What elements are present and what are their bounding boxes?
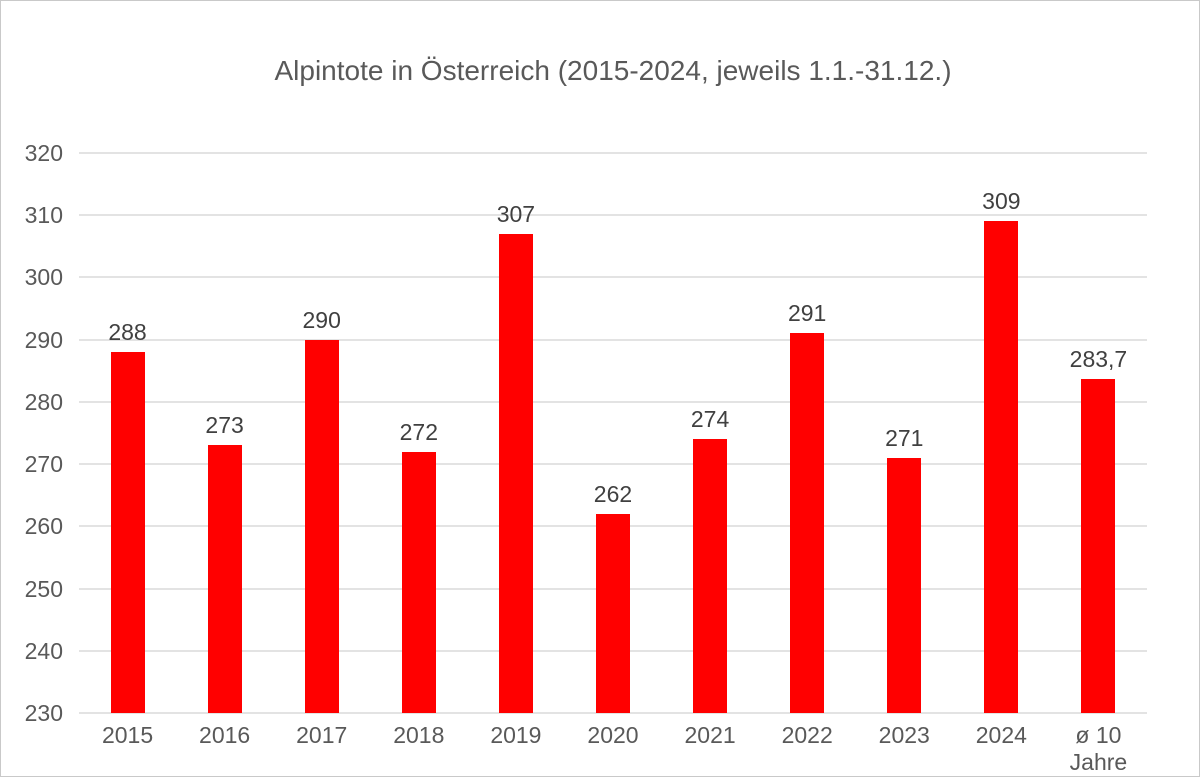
- gridline: [79, 276, 1147, 279]
- x-tick-label: 2022: [781, 722, 833, 748]
- gridline: [79, 152, 1147, 154]
- gridline: [79, 214, 1147, 217]
- bar-slot: 291: [759, 153, 856, 713]
- gridline: [79, 400, 1147, 403]
- bar-value-label: 290: [302, 306, 341, 333]
- y-tick-label: 320: [24, 140, 63, 166]
- bar-slot: 272: [370, 153, 467, 713]
- bar: [498, 233, 533, 713]
- bar-slot: 262: [564, 153, 661, 713]
- bar-slot: 307: [467, 153, 564, 713]
- gridline: [79, 338, 1147, 341]
- bar-value-label: 272: [399, 418, 438, 445]
- bar-slot: 288: [79, 153, 176, 713]
- y-tick-label: 290: [24, 326, 63, 353]
- bar-slot: 273: [176, 153, 273, 713]
- x-tick-label: 2017: [296, 722, 348, 748]
- y-tick-label: 300: [24, 264, 63, 291]
- y-tick-label: 310: [24, 202, 63, 229]
- plot-area: 288 273 290 272 307 262 274 291 271 309 283,7: [79, 152, 1147, 714]
- bar: [693, 439, 728, 713]
- x-tick-label: 2015: [101, 722, 154, 748]
- bar-slot: 309: [953, 153, 1050, 713]
- gridline: [79, 463, 1147, 466]
- y-tick-label: 250: [24, 575, 63, 602]
- bar: [401, 451, 436, 713]
- x-tick-label: 2016: [199, 722, 251, 748]
- bar: [304, 339, 339, 713]
- x-tick-label: 2018: [393, 722, 445, 748]
- bar-value-label: 283,7: [1069, 345, 1128, 372]
- chart-title: Alpintote in Österreich (2015-2024, jewe…: [274, 55, 952, 86]
- bar-value-label: 271: [885, 424, 924, 451]
- y-tick-label: 230: [24, 700, 63, 726]
- bar: [887, 457, 922, 713]
- x-tick-label: ø 10 Jahre: [1069, 722, 1128, 775]
- bar-value-label: 291: [787, 300, 827, 327]
- x-tick-label: 2019: [490, 722, 542, 748]
- bar-value-label: 307: [496, 200, 536, 227]
- bar-slot: 290: [273, 153, 370, 713]
- x-tick-label: 2023: [878, 722, 930, 748]
- y-tick-label: 270: [24, 451, 63, 478]
- bar: [110, 352, 145, 713]
- bar-slot: 283,7: [1050, 153, 1147, 713]
- bar-slot: 274: [662, 153, 759, 713]
- y-tick-label: 240: [24, 637, 63, 664]
- bar-value-label: 309: [982, 188, 1021, 215]
- bar-slot: 271: [856, 153, 953, 713]
- x-tick-label: 2020: [587, 722, 639, 748]
- bar: [207, 445, 242, 713]
- y-tick-label: 280: [24, 388, 63, 415]
- y-tick-label: 260: [24, 513, 63, 540]
- bar: [790, 333, 825, 713]
- bar-value-label: 273: [205, 412, 244, 439]
- bar: [595, 513, 630, 713]
- bar-value-label: 262: [593, 480, 633, 507]
- bar: [1081, 378, 1116, 713]
- bar: [984, 221, 1019, 713]
- x-tick-label: 2024: [975, 722, 1027, 748]
- bar-value-label: 288: [108, 319, 147, 346]
- bar-value-label: 274: [690, 406, 730, 433]
- x-tick-label: 2021: [684, 722, 736, 748]
- gridline: [79, 712, 1147, 714]
